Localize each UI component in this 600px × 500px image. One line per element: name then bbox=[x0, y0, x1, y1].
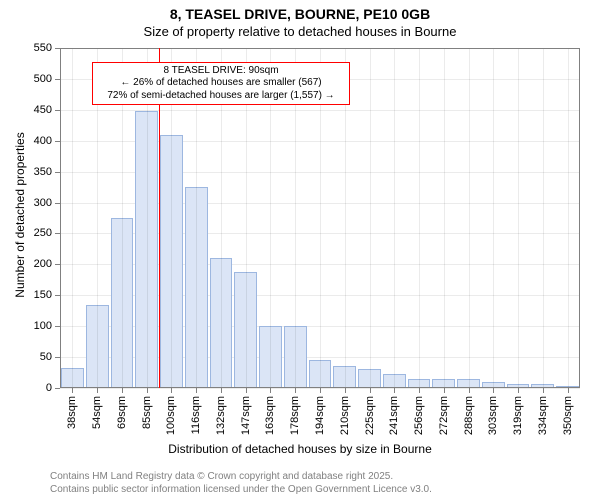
x-tick bbox=[469, 388, 470, 393]
y-tick-label: 400 bbox=[22, 135, 52, 147]
y-tick bbox=[55, 233, 60, 234]
chart-title-line1: 8, TEASEL DRIVE, BOURNE, PE10 0GB bbox=[0, 6, 600, 22]
x-tick-label: 334sqm bbox=[537, 396, 549, 435]
x-tick bbox=[122, 388, 123, 393]
x-tick bbox=[543, 388, 544, 393]
x-tick-label: 38sqm bbox=[66, 396, 78, 429]
x-tick bbox=[246, 388, 247, 393]
x-tick-label: 178sqm bbox=[289, 396, 301, 435]
x-tick-label: 303sqm bbox=[487, 396, 499, 435]
x-tick bbox=[147, 388, 148, 393]
x-tick-label: 272sqm bbox=[438, 396, 450, 435]
gridline-v bbox=[543, 48, 544, 388]
annotation-box: 8 TEASEL DRIVE: 90sqm← 26% of detached h… bbox=[92, 62, 350, 106]
x-tick bbox=[568, 388, 569, 393]
gridline-v bbox=[419, 48, 420, 388]
axis-top bbox=[60, 48, 580, 49]
gridline-v bbox=[72, 48, 73, 388]
x-tick bbox=[370, 388, 371, 393]
x-tick bbox=[72, 388, 73, 393]
y-tick-label: 150 bbox=[22, 289, 52, 301]
y-axis-line bbox=[60, 48, 61, 388]
y-tick-label: 550 bbox=[22, 42, 52, 54]
y-tick bbox=[55, 110, 60, 111]
y-tick bbox=[55, 141, 60, 142]
footer-attribution: Contains HM Land Registry data © Crown c… bbox=[50, 470, 432, 496]
y-tick bbox=[55, 357, 60, 358]
y-tick bbox=[55, 203, 60, 204]
x-tick-label: 256sqm bbox=[413, 396, 425, 435]
y-tick-label: 50 bbox=[22, 351, 52, 363]
gridline-v bbox=[370, 48, 371, 388]
annotation-line: 8 TEASEL DRIVE: 90sqm bbox=[97, 65, 345, 78]
x-tick bbox=[270, 388, 271, 393]
x-tick bbox=[518, 388, 519, 393]
x-tick-label: 69sqm bbox=[116, 396, 128, 429]
y-tick-label: 450 bbox=[22, 104, 52, 116]
x-tick bbox=[320, 388, 321, 393]
gridline-v bbox=[518, 48, 519, 388]
x-tick bbox=[419, 388, 420, 393]
gridline-v bbox=[444, 48, 445, 388]
x-axis-label: Distribution of detached houses by size … bbox=[0, 442, 600, 456]
gridline-v bbox=[568, 48, 569, 388]
x-tick-label: 225sqm bbox=[364, 396, 376, 435]
x-tick-label: 100sqm bbox=[165, 396, 177, 435]
y-tick bbox=[55, 172, 60, 173]
x-tick bbox=[345, 388, 346, 393]
x-tick bbox=[221, 388, 222, 393]
x-tick-label: 210sqm bbox=[339, 396, 351, 435]
axis-right bbox=[579, 48, 580, 388]
x-tick bbox=[295, 388, 296, 393]
gridline-v bbox=[493, 48, 494, 388]
x-tick bbox=[196, 388, 197, 393]
chart-container: 8, TEASEL DRIVE, BOURNE, PE10 0GB Size o… bbox=[0, 0, 600, 500]
y-tick bbox=[55, 326, 60, 327]
x-tick-label: 319sqm bbox=[512, 396, 524, 435]
x-tick bbox=[493, 388, 494, 393]
y-tick-label: 300 bbox=[22, 197, 52, 209]
y-tick bbox=[55, 48, 60, 49]
x-tick bbox=[171, 388, 172, 393]
plot-area: 8 TEASEL DRIVE: 90sqm← 26% of detached h… bbox=[60, 48, 580, 388]
y-tick-label: 500 bbox=[22, 73, 52, 85]
gridline-v bbox=[394, 48, 395, 388]
x-tick-label: 132sqm bbox=[215, 396, 227, 435]
y-tick bbox=[55, 79, 60, 80]
y-tick bbox=[55, 295, 60, 296]
gridline-v bbox=[469, 48, 470, 388]
x-tick-label: 163sqm bbox=[264, 396, 276, 435]
y-tick-label: 200 bbox=[22, 258, 52, 270]
x-tick-label: 194sqm bbox=[314, 396, 326, 435]
annotation-line: ← 26% of detached houses are smaller (56… bbox=[97, 77, 345, 90]
annotation-line: 72% of semi-detached houses are larger (… bbox=[97, 90, 345, 103]
chart-title-line2: Size of property relative to detached ho… bbox=[0, 24, 600, 39]
x-tick-label: 54sqm bbox=[91, 396, 103, 429]
x-tick bbox=[394, 388, 395, 393]
x-tick-label: 350sqm bbox=[562, 396, 574, 435]
x-tick-label: 116sqm bbox=[190, 396, 202, 434]
x-tick bbox=[97, 388, 98, 393]
x-tick-label: 85sqm bbox=[141, 396, 153, 429]
footer-line2: Contains public sector information licen… bbox=[50, 483, 432, 496]
x-tick-label: 147sqm bbox=[240, 396, 252, 435]
x-tick-label: 241sqm bbox=[388, 396, 400, 435]
y-tick-label: 100 bbox=[22, 320, 52, 332]
footer-line1: Contains HM Land Registry data © Crown c… bbox=[50, 470, 432, 483]
x-tick bbox=[444, 388, 445, 393]
y-tick bbox=[55, 264, 60, 265]
y-tick bbox=[55, 388, 60, 389]
y-tick-label: 350 bbox=[22, 166, 52, 178]
x-tick-label: 288sqm bbox=[463, 396, 475, 435]
y-tick-label: 250 bbox=[22, 227, 52, 239]
y-tick-label: 0 bbox=[22, 382, 52, 394]
